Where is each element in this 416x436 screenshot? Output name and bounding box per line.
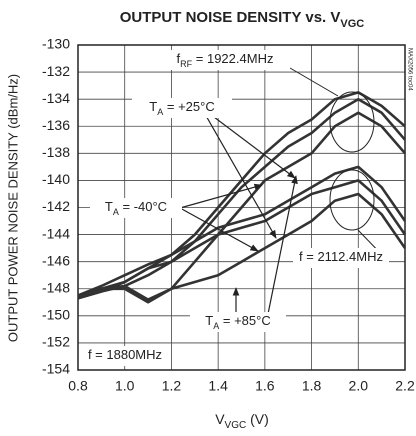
- y-tick-label: -148: [42, 279, 70, 295]
- x-tick-label: 0.8: [68, 378, 88, 394]
- x-tick-label: 2.0: [349, 378, 369, 394]
- y-tick-label: -132: [42, 63, 70, 79]
- y-tick-label: -138: [42, 144, 70, 160]
- arrow: [267, 175, 298, 315]
- annotation: f = 2112.4MHz: [299, 249, 383, 264]
- label-box: [90, 198, 182, 218]
- x-tick-label: 2.2: [395, 378, 415, 394]
- annotation-part: = +25°C: [163, 99, 214, 114]
- x-label-sub: VGC: [225, 420, 247, 431]
- label-box: [132, 98, 232, 118]
- arrow: [179, 183, 263, 209]
- series-line: [77, 192, 407, 301]
- annotation-part: = -40°C: [119, 199, 167, 214]
- y-tick-label: -142: [42, 198, 70, 214]
- chart-title: OUTPUT NOISE DENSITY vs. VVGC: [120, 9, 365, 30]
- annotation-part: A: [213, 321, 219, 331]
- y-tick-label: -154: [42, 361, 70, 377]
- y-tick-label: -130: [42, 36, 70, 52]
- leader-line: [289, 67, 339, 97]
- annotation-part: = 1922.4MHz: [192, 51, 273, 66]
- label-box: [190, 312, 286, 332]
- series-line: [77, 97, 406, 300]
- annotation-part: = +85°C: [219, 313, 270, 328]
- annotation: TA = +25°C: [149, 99, 214, 117]
- annotation: TA = +85°C: [205, 313, 270, 331]
- annotation-part: f = 2112.4MHz: [299, 249, 383, 264]
- group-ellipse: [329, 91, 375, 153]
- y-tick-label: -146: [42, 252, 70, 268]
- x-label-end: (V): [246, 411, 269, 427]
- x-axis-label: VVGC (V): [215, 411, 269, 431]
- figure-id: MAX2056 toc04: [406, 48, 412, 91]
- arrow: [209, 113, 296, 179]
- group-ellipse: [329, 169, 375, 231]
- annotation-part: T: [205, 313, 213, 328]
- series-line: [77, 111, 406, 304]
- annotation-part: A: [157, 107, 163, 117]
- label-box: [293, 248, 389, 268]
- annotation: TA = -40°C: [105, 199, 167, 217]
- series-line: [77, 179, 407, 300]
- annotation-part: T: [105, 199, 113, 214]
- annotation: f = 1880MHz: [88, 347, 162, 362]
- annotation-part: f = 1880MHz: [88, 347, 162, 362]
- annotation-part: T: [149, 99, 157, 114]
- x-label-text: V: [215, 411, 225, 427]
- label-box: [82, 346, 168, 366]
- x-tick-label: 1.4: [208, 378, 228, 394]
- arrow: [204, 113, 277, 239]
- x-tick-label: 1.2: [162, 378, 182, 394]
- annotation-part: A: [113, 207, 119, 217]
- x-tick-label: 1.8: [302, 378, 322, 394]
- title-text: OUTPUT NOISE DENSITY vs. V: [120, 9, 341, 26]
- x-tick-label: 1.6: [255, 378, 275, 394]
- y-axis-label: OUTPUT POWER NOISE DENSITY (dBm/Hz): [5, 74, 20, 342]
- arrow: [179, 207, 259, 252]
- label-box: [160, 50, 290, 70]
- x-tick-label: 1.0: [115, 378, 135, 394]
- annotation-part: RF: [180, 59, 192, 69]
- y-tick-label: -152: [42, 334, 70, 350]
- annotation-part: f: [177, 51, 181, 66]
- y-tick-label: -136: [42, 117, 70, 133]
- y-tick-label: -150: [42, 307, 70, 323]
- y-tick-label: -140: [42, 171, 70, 187]
- plot-frame: [77, 44, 406, 371]
- series-line: [77, 165, 407, 297]
- annotation: fRF = 1922.4MHz: [177, 51, 274, 69]
- y-tick-label: -144: [42, 225, 70, 241]
- y-tick-label: -134: [42, 90, 70, 106]
- title-sub: VGC: [340, 18, 364, 30]
